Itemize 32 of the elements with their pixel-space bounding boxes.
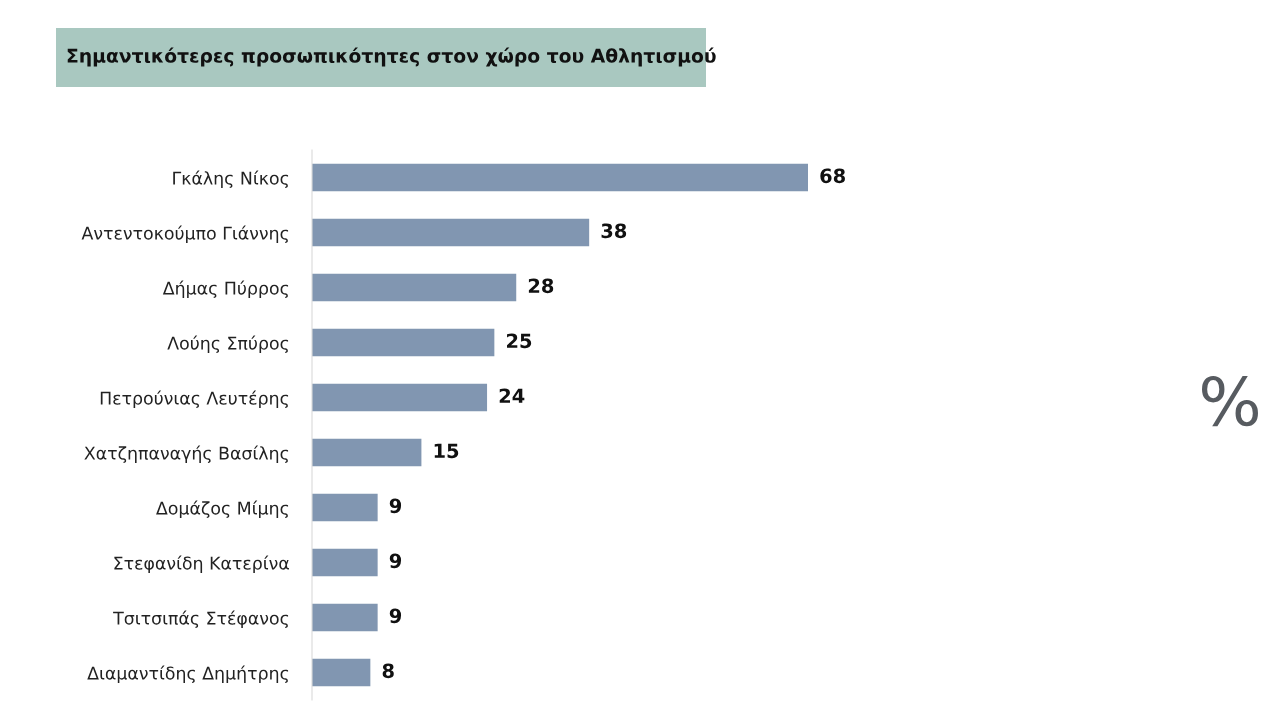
bar <box>312 218 590 247</box>
y-tick-label: Δομάζος Μίμης <box>156 500 289 519</box>
y-tick-label: Διαμαντίδης Δημήτρης <box>87 665 289 684</box>
y-tick-label: Χατζηπαναγής Βασίλης <box>84 445 289 464</box>
data-label: 38 <box>601 223 627 239</box>
bar <box>312 603 378 632</box>
bar <box>312 438 422 467</box>
y-tick-label: Πετρούνιας Λευτέρης <box>100 390 289 409</box>
y-tick-label: Τσιτσιπάς Στέφανος <box>113 610 289 629</box>
bar <box>312 163 808 192</box>
data-label: 9 <box>389 608 402 624</box>
text: % <box>1202 375 1258 427</box>
chart-title: Σημαντικότερες προσωπικότητες στον χώρο του Αθλητισμού <box>67 47 716 67</box>
y-tick-label: Λούης Σπύρος <box>167 335 289 354</box>
y-tick-label: Γκάλης Νίκος <box>173 170 289 189</box>
data-label: 24 <box>499 388 525 403</box>
y-tick-label: Στεφανίδη Κατερίνα <box>114 555 289 574</box>
data-label: 8 <box>382 663 394 679</box>
data-label: 9 <box>389 553 402 569</box>
data-label: 28 <box>528 278 554 294</box>
bar <box>312 493 378 522</box>
data-label: 25 <box>507 333 532 349</box>
bar <box>312 658 371 687</box>
data-label: 15 <box>434 443 459 459</box>
y-tick-label: Αντεντοκούμπο Γιάννης <box>81 225 289 244</box>
data-label: 9 <box>389 498 402 514</box>
data-label: 68 <box>820 168 845 184</box>
bar <box>312 273 517 302</box>
y-tick-label: Δήμας Πύρρος <box>162 280 289 299</box>
bar <box>312 383 488 412</box>
bar <box>312 328 495 357</box>
bar <box>312 548 378 577</box>
